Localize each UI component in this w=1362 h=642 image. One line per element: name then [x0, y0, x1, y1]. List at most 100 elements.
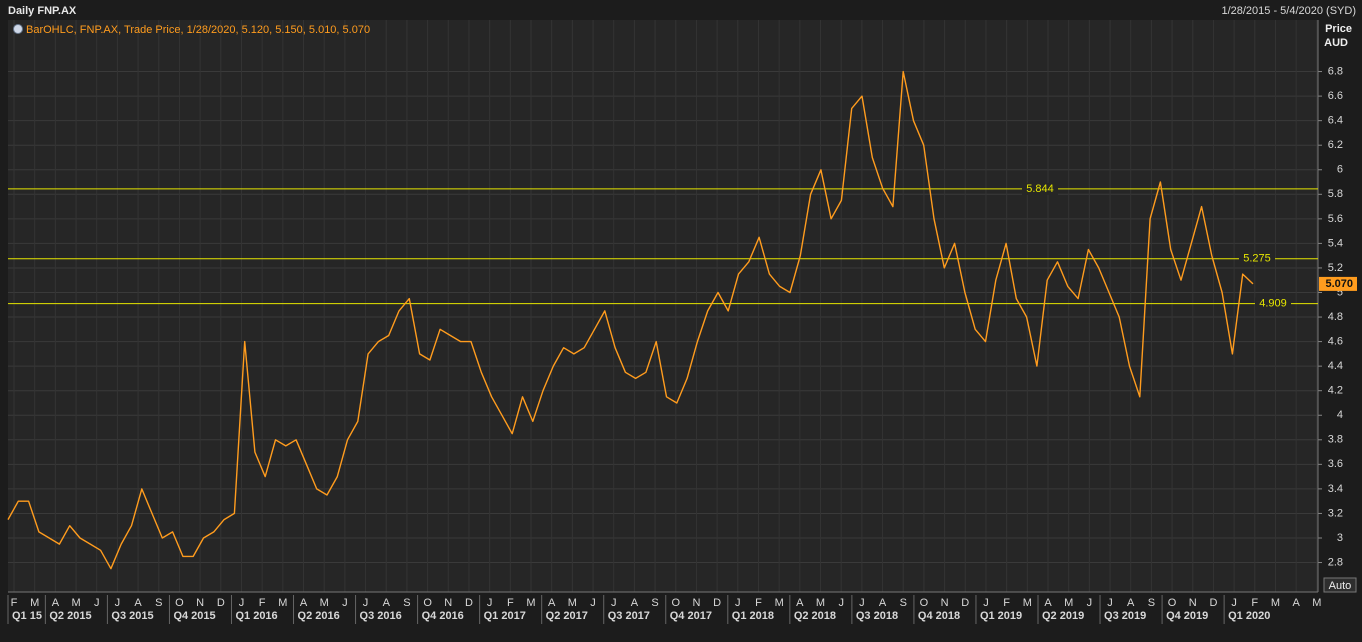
- reference-label: 4.909: [1259, 298, 1287, 310]
- x-tick-label: A: [1044, 597, 1052, 609]
- x-tick-label: A: [383, 597, 391, 609]
- y-tick-label: 6.4: [1328, 115, 1343, 127]
- reference-label: 5.844: [1026, 183, 1054, 195]
- x-tick-label: N: [1189, 597, 1197, 609]
- quarter-label: Q3 2015: [111, 610, 153, 622]
- y-tick-label: 5: [1337, 286, 1343, 298]
- x-tick-label: A: [300, 597, 308, 609]
- x-tick-label: M: [1064, 597, 1073, 609]
- quarter-label: Q1 2016: [235, 610, 277, 622]
- x-tick-label: A: [548, 597, 556, 609]
- quarter-label: Q3 2016: [360, 610, 402, 622]
- x-tick-label: M: [775, 597, 784, 609]
- last-price-tag: [1319, 276, 1357, 291]
- y-tick-label: 6.2: [1328, 139, 1343, 151]
- y-tick-label: 3.6: [1328, 458, 1343, 470]
- x-tick-label: M: [568, 597, 577, 609]
- x-tick-label: D: [713, 597, 721, 609]
- x-tick-label: A: [1127, 597, 1135, 609]
- x-tick-label: N: [444, 597, 452, 609]
- chart-title: Daily FNP.AX: [8, 5, 77, 17]
- x-tick-label: M: [1312, 597, 1321, 609]
- quarter-label: Q3 2017: [608, 610, 650, 622]
- x-tick-label: M: [30, 597, 39, 609]
- y-tick-label: 4: [1337, 409, 1343, 421]
- x-tick-label: J: [342, 597, 348, 609]
- x-tick-label: J: [1107, 597, 1113, 609]
- x-tick-label: J: [363, 597, 369, 609]
- quarter-label: Q1 15: [12, 610, 42, 622]
- reference-label-bg: [1239, 252, 1275, 265]
- x-tick-label: S: [403, 597, 410, 609]
- x-tick-label: A: [52, 597, 60, 609]
- x-tick-label: D: [1209, 597, 1217, 609]
- x-tick-label: J: [115, 597, 121, 609]
- quarter-label: Q2 2017: [546, 610, 588, 622]
- x-tick-label: J: [239, 597, 245, 609]
- quarter-label: Q4 2017: [670, 610, 712, 622]
- date-range: 1/28/2015 - 5/4/2020 (SYD): [1221, 5, 1356, 17]
- x-tick-label: M: [1023, 597, 1032, 609]
- last-price-label: 5.070: [1325, 278, 1353, 290]
- x-tick-label: J: [94, 597, 100, 609]
- reference-label: 5.275: [1243, 253, 1271, 265]
- y-tick-label: 3.2: [1328, 507, 1343, 519]
- x-tick-label: O: [671, 597, 680, 609]
- auto-button-label[interactable]: Auto: [1329, 580, 1352, 592]
- x-tick-label: A: [631, 597, 639, 609]
- quarter-label: Q3 2019: [1104, 610, 1146, 622]
- y-tick-label: 4.6: [1328, 336, 1343, 348]
- y-tick-label: 3.8: [1328, 434, 1343, 446]
- quarter-label: Q1 2018: [732, 610, 774, 622]
- y-tick-label: 5.4: [1328, 237, 1343, 249]
- quarter-label: Q2 2018: [794, 610, 836, 622]
- x-tick-label: M: [71, 597, 80, 609]
- x-tick-label: J: [735, 597, 741, 609]
- x-tick-label: S: [900, 597, 907, 609]
- x-tick-label: F: [507, 597, 514, 609]
- x-tick-label: O: [175, 597, 184, 609]
- y-tick-label: 3.4: [1328, 483, 1343, 495]
- y-tick-label: 5.2: [1328, 262, 1343, 274]
- x-tick-label: A: [796, 597, 804, 609]
- plot-area: [8, 20, 1318, 592]
- legend-icon: [13, 24, 23, 34]
- x-tick-label: M: [278, 597, 287, 609]
- y-tick-label: 4.4: [1328, 360, 1343, 372]
- x-tick-label: J: [838, 597, 844, 609]
- y-tick-label: 2.8: [1328, 556, 1343, 568]
- x-tick-label: A: [879, 597, 887, 609]
- x-tick-label: M: [816, 597, 825, 609]
- quarter-label: Q4 2015: [173, 610, 215, 622]
- y-tick-label: 6: [1337, 164, 1343, 176]
- x-tick-label: J: [983, 597, 989, 609]
- price-line: [7, 70, 1254, 570]
- y-tick-label: 4.8: [1328, 311, 1343, 323]
- axis-label: Price: [1325, 23, 1352, 35]
- axis-label: AUD: [1324, 37, 1348, 49]
- y-tick-label: 4.2: [1328, 385, 1343, 397]
- quarter-label: Q1 2020: [1228, 610, 1270, 622]
- quarter-label: Q4 2018: [918, 610, 960, 622]
- quarter-label: Q2 2019: [1042, 610, 1084, 622]
- x-tick-label: F: [259, 597, 266, 609]
- y-tick-label: 3: [1337, 532, 1343, 544]
- x-tick-label: J: [859, 597, 865, 609]
- x-tick-label: J: [611, 597, 617, 609]
- x-tick-label: J: [590, 597, 596, 609]
- legend: BarOHLC, FNP.AX, Trade Price, 1/28/2020,…: [26, 24, 370, 36]
- quarter-label: Q1 2019: [980, 610, 1022, 622]
- x-tick-label: J: [1231, 597, 1237, 609]
- x-tick-label: A: [134, 597, 142, 609]
- grid: [8, 20, 1318, 592]
- x-tick-label: O: [423, 597, 432, 609]
- auto-button[interactable]: [1323, 577, 1357, 593]
- y-tick-label: 5.8: [1328, 188, 1343, 200]
- x-tick-label: D: [465, 597, 473, 609]
- x-tick-label: N: [692, 597, 700, 609]
- quarter-label: Q3 2018: [856, 610, 898, 622]
- reference-label-bg: [1255, 297, 1291, 310]
- x-tick-label: M: [1271, 597, 1280, 609]
- quarter-label: Q2 2016: [298, 610, 340, 622]
